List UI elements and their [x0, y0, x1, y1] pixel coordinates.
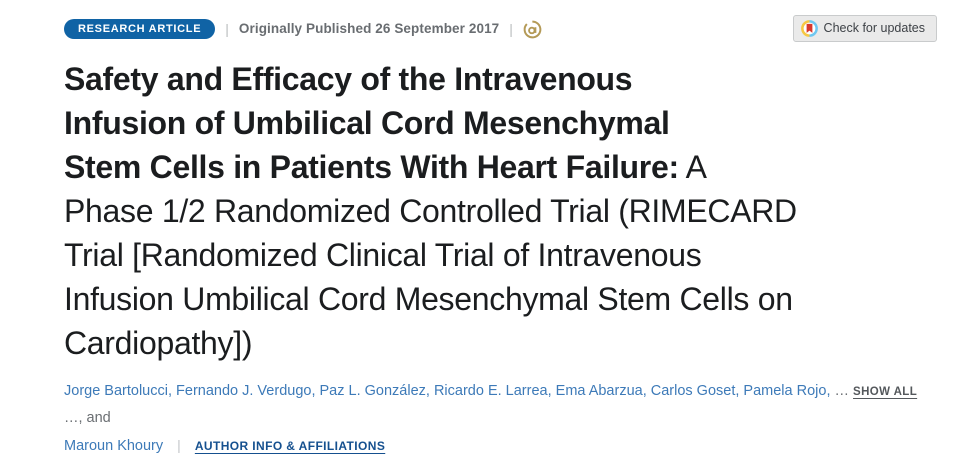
authors-line-2: Maroun Khoury | AUTHOR INFO & AFFILIATIO… [64, 432, 937, 460]
published-date-label: Originally Published 26 September 2017 [238, 21, 500, 36]
article-title: Safety and Efficacy of the Intravenous I… [64, 57, 937, 365]
check-for-updates-label: Check for updates [823, 21, 925, 35]
authors-separator: | [177, 437, 181, 453]
research-article-badge[interactable]: RESEARCH ARTICLE [64, 18, 216, 39]
check-for-updates-button[interactable]: Check for updates [792, 15, 937, 42]
authors-line-1: Jorge Bartolucci, Fernando J. Verdugo, P… [64, 378, 937, 432]
meta-separator: | [225, 20, 229, 37]
article-meta-row: RESEARCH ARTICLE | Originally Published … [64, 15, 937, 42]
title-bold-segment: Safety and Efficacy of the Intravenous I… [64, 61, 679, 185]
authors-block: Jorge Bartolucci, Fernando J. Verdugo, P… [64, 378, 937, 460]
crossmark-icon [800, 20, 818, 37]
open-access-icon [523, 20, 542, 39]
authors-ellipsis: … [834, 383, 850, 399]
authors-ellipsis-and: …, and [64, 410, 111, 426]
author-names-links[interactable]: Jorge Bartolucci, Fernando J. Verdugo, P… [64, 383, 831, 399]
author-info-affiliations-link[interactable]: AUTHOR INFO & AFFILIATIONS [194, 439, 386, 453]
author-name-link[interactable]: Maroun Khoury [64, 438, 164, 454]
show-all-authors-button[interactable]: SHOW ALL [853, 386, 918, 398]
title-regular-segment: A Phase 1/2 Randomized Controlled Trial … [64, 149, 797, 361]
meta-separator: | [509, 20, 513, 37]
